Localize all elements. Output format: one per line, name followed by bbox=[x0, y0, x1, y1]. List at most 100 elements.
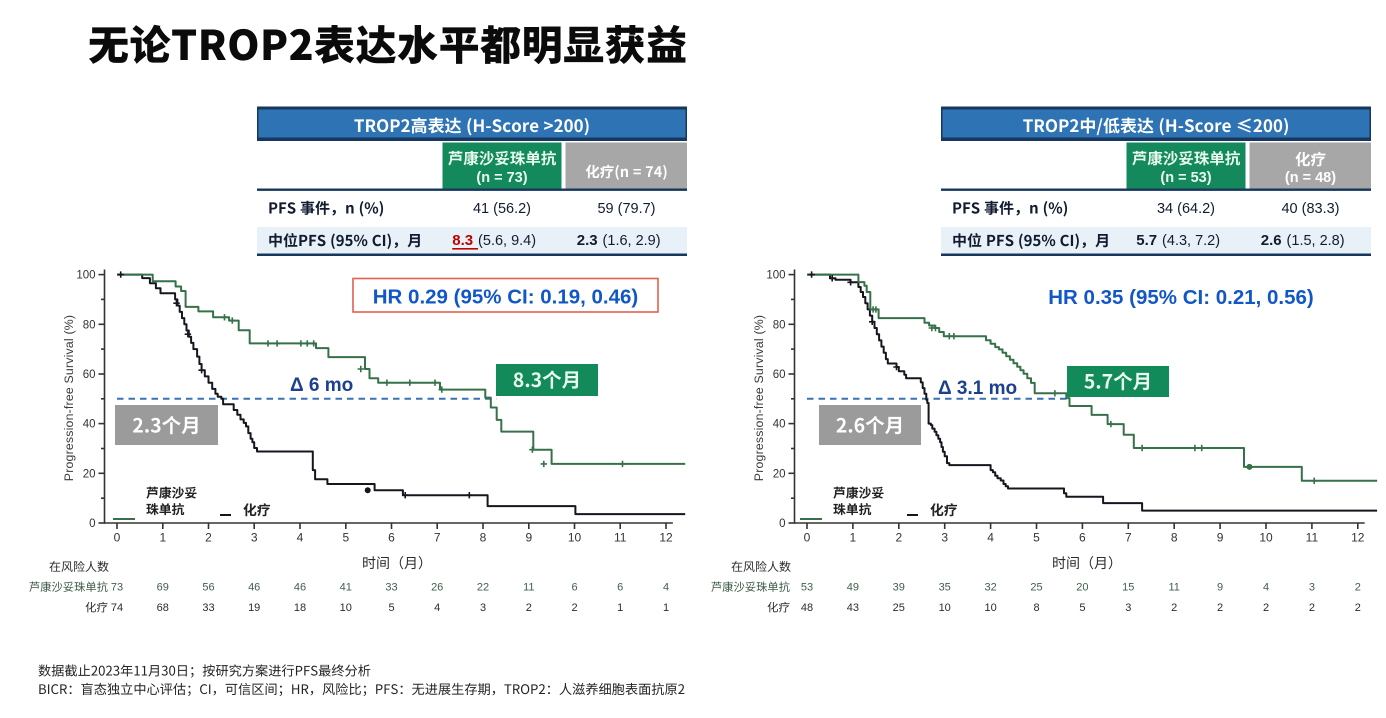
svg-text:3: 3 bbox=[251, 531, 258, 545]
svg-text:25: 25 bbox=[893, 602, 905, 614]
svg-text:46: 46 bbox=[294, 582, 306, 594]
svg-text:3: 3 bbox=[941, 531, 948, 545]
svg-text:11: 11 bbox=[1306, 531, 1319, 545]
svg-text:10: 10 bbox=[568, 531, 582, 545]
svg-text:41 (56.2): 41 (56.2) bbox=[473, 201, 531, 217]
svg-text:0: 0 bbox=[804, 531, 811, 545]
svg-text:22: 22 bbox=[477, 582, 489, 594]
svg-text:8: 8 bbox=[1033, 602, 1039, 614]
svg-text:2: 2 bbox=[526, 602, 532, 614]
svg-text:Progression-free Survival (%): Progression-free Survival (%) bbox=[62, 315, 76, 481]
svg-text:20: 20 bbox=[1076, 582, 1088, 594]
svg-text:41: 41 bbox=[340, 582, 352, 594]
svg-text:8: 8 bbox=[1171, 531, 1178, 545]
svg-text:6: 6 bbox=[388, 531, 395, 545]
svg-text:(5.6, 9.4): (5.6, 9.4) bbox=[478, 233, 536, 249]
svg-text:5.7: 5.7 bbox=[1136, 232, 1157, 249]
svg-text:15: 15 bbox=[1122, 582, 1134, 594]
svg-text:33: 33 bbox=[385, 582, 397, 594]
svg-text:4: 4 bbox=[987, 531, 994, 545]
svg-text:2: 2 bbox=[1171, 602, 1177, 614]
svg-text:60: 60 bbox=[83, 369, 96, 381]
svg-text:12: 12 bbox=[1351, 531, 1365, 545]
svg-text:4: 4 bbox=[1263, 582, 1269, 594]
svg-text:0: 0 bbox=[779, 518, 785, 530]
svg-text:32: 32 bbox=[984, 582, 996, 594]
svg-text:9: 9 bbox=[525, 531, 532, 545]
svg-text:12: 12 bbox=[659, 531, 673, 545]
svg-text:2: 2 bbox=[1217, 602, 1223, 614]
svg-text:(1.5, 2.8): (1.5, 2.8) bbox=[1287, 233, 1345, 249]
svg-text:80: 80 bbox=[83, 319, 96, 331]
svg-text:11: 11 bbox=[614, 531, 627, 545]
svg-text:1: 1 bbox=[159, 531, 166, 545]
svg-text:0: 0 bbox=[114, 531, 121, 545]
svg-text:4: 4 bbox=[434, 602, 440, 614]
svg-text:100: 100 bbox=[766, 270, 785, 282]
svg-text:(n = 73): (n = 73) bbox=[476, 170, 527, 186]
svg-text:10: 10 bbox=[984, 602, 996, 614]
svg-text:40: 40 bbox=[83, 419, 96, 431]
svg-text:Progression-free Survival (%): Progression-free Survival (%) bbox=[752, 315, 766, 481]
svg-text:35: 35 bbox=[939, 582, 951, 594]
svg-text:2: 2 bbox=[1309, 602, 1315, 614]
svg-text:1: 1 bbox=[617, 602, 623, 614]
svg-text:1: 1 bbox=[850, 531, 857, 545]
svg-text:7: 7 bbox=[1125, 531, 1132, 545]
svg-text:4: 4 bbox=[663, 582, 669, 594]
svg-text:69: 69 bbox=[157, 582, 169, 594]
svg-text:74: 74 bbox=[111, 602, 123, 614]
svg-text:Δ 3.1 mo: Δ 3.1 mo bbox=[938, 378, 1017, 399]
svg-text:19: 19 bbox=[248, 602, 260, 614]
svg-text:2: 2 bbox=[205, 531, 212, 545]
svg-text:20: 20 bbox=[83, 468, 96, 480]
svg-text:53: 53 bbox=[801, 582, 813, 594]
svg-text:34 (64.2): 34 (64.2) bbox=[1157, 201, 1215, 217]
svg-text:2: 2 bbox=[1263, 602, 1269, 614]
svg-text:100: 100 bbox=[76, 270, 95, 282]
svg-text:3: 3 bbox=[480, 602, 486, 614]
svg-text:5: 5 bbox=[388, 602, 394, 614]
svg-text:26: 26 bbox=[431, 582, 443, 594]
svg-text:11: 11 bbox=[1168, 582, 1179, 594]
svg-text:20: 20 bbox=[773, 468, 786, 480]
svg-text:4: 4 bbox=[297, 531, 304, 545]
svg-text:40 (83.3): 40 (83.3) bbox=[1281, 201, 1339, 217]
svg-text:2: 2 bbox=[895, 531, 902, 545]
svg-text:6: 6 bbox=[1079, 531, 1086, 545]
svg-text:11: 11 bbox=[523, 582, 534, 594]
svg-text:(n = 48): (n = 48) bbox=[1285, 170, 1336, 186]
svg-text:3: 3 bbox=[1309, 582, 1315, 594]
svg-text:10: 10 bbox=[1259, 531, 1273, 545]
svg-text:0: 0 bbox=[89, 518, 95, 530]
svg-text:2: 2 bbox=[571, 602, 577, 614]
svg-text:60: 60 bbox=[773, 369, 786, 381]
svg-text:2: 2 bbox=[1355, 582, 1361, 594]
svg-text:80: 80 bbox=[773, 319, 786, 331]
svg-text:49: 49 bbox=[847, 582, 859, 594]
svg-text:9: 9 bbox=[1217, 531, 1224, 545]
svg-text:73: 73 bbox=[111, 582, 123, 594]
svg-text:3: 3 bbox=[1125, 602, 1131, 614]
svg-text:HR 0.35 (95% CI: 0.21, 0.56): HR 0.35 (95% CI: 0.21, 0.56) bbox=[1048, 286, 1314, 309]
svg-text:2: 2 bbox=[1355, 602, 1361, 614]
svg-text:8: 8 bbox=[480, 531, 487, 545]
svg-text:5: 5 bbox=[342, 531, 349, 545]
svg-text:(n = 53): (n = 53) bbox=[1160, 170, 1211, 186]
svg-text:48: 48 bbox=[801, 602, 813, 614]
svg-text:10: 10 bbox=[939, 602, 951, 614]
svg-text:46: 46 bbox=[248, 582, 260, 594]
svg-text:40: 40 bbox=[773, 419, 786, 431]
svg-text:6: 6 bbox=[571, 582, 577, 594]
svg-text:18: 18 bbox=[294, 602, 306, 614]
svg-text:(1.6, 2.9): (1.6, 2.9) bbox=[603, 233, 661, 249]
svg-text:HR 0.29 (95% CI: 0.19, 0.46): HR 0.29 (95% CI: 0.19, 0.46) bbox=[373, 286, 639, 309]
svg-text:8.3: 8.3 bbox=[452, 232, 473, 249]
svg-text:6: 6 bbox=[617, 582, 623, 594]
svg-text:68: 68 bbox=[157, 602, 169, 614]
svg-text:7: 7 bbox=[434, 531, 441, 545]
svg-text:33: 33 bbox=[202, 602, 214, 614]
svg-text:59 (79.7): 59 (79.7) bbox=[597, 201, 655, 217]
svg-text:5: 5 bbox=[1033, 531, 1040, 545]
svg-text:25: 25 bbox=[1030, 582, 1042, 594]
